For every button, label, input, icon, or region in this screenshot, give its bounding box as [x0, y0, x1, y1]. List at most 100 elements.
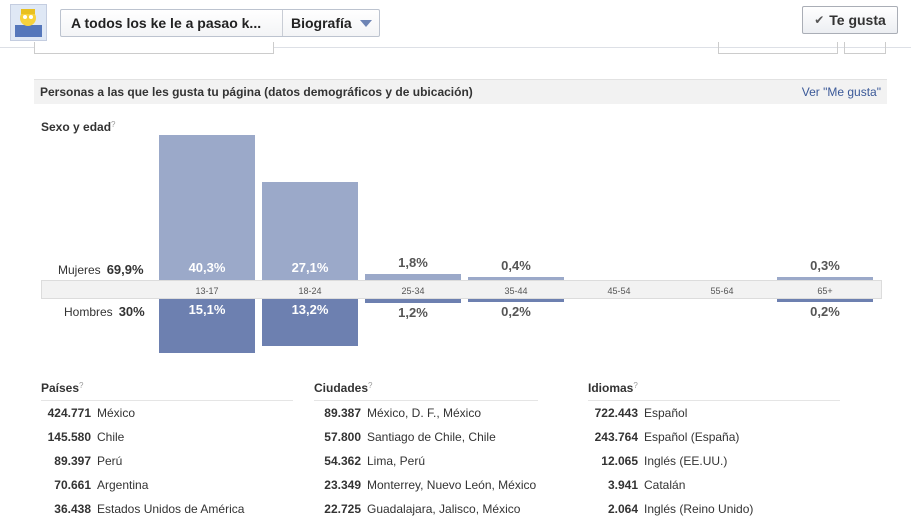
view-likes-link[interactable]: Ver "Me gusta" — [801, 85, 881, 99]
item-name: Perú — [97, 454, 123, 468]
item-count: 145.580 — [47, 430, 91, 444]
bar-men-65+ — [777, 299, 873, 302]
cities-title-text: Ciudades — [314, 381, 369, 395]
tick-label-18-24: 18-24 — [298, 286, 322, 296]
label-women-18-24: 27,1% — [291, 260, 329, 275]
list-item: 89.387 México, D. F., México — [314, 401, 538, 425]
bar-women-65+ — [777, 277, 873, 280]
item-name: Monterrey, Nuevo León, México — [367, 478, 537, 492]
partial-button — [718, 42, 838, 54]
men-label: Hombres — [64, 305, 113, 319]
list-item: 23.349 Monterrey, Nuevo León, México — [314, 473, 538, 497]
chevron-down-icon — [359, 19, 372, 27]
tick-label-65+: 65+ — [817, 286, 833, 296]
bar-men-25-34 — [365, 299, 461, 304]
label-women-35-44: 0,4% — [501, 258, 531, 273]
label-men-35-44: 0,2% — [501, 304, 531, 319]
item-count: 54.362 — [324, 454, 361, 468]
item-name: Lima, Perú — [367, 454, 426, 468]
item-count: 89.387 — [324, 406, 361, 420]
item-name: Chile — [97, 430, 125, 444]
tick-label-45-54: 45-54 — [607, 286, 631, 296]
page-avatar[interactable] — [10, 4, 47, 41]
item-count: 57.800 — [324, 430, 361, 444]
page-name[interactable]: A todos los ke le a pasao k... — [61, 10, 283, 36]
item-count: 12.065 — [601, 454, 638, 468]
list-item: 89.397 Perú — [41, 449, 293, 473]
bar-women-18-24 — [262, 182, 358, 280]
tick-label-55-64: 55-64 — [710, 286, 734, 296]
item-count: 722.443 — [594, 406, 638, 420]
age-axis — [41, 280, 882, 299]
languages-list: 722.443 Español 243.764 Español (España) 12.… — [588, 401, 840, 521]
list-item: 243.764 Español (España) — [588, 425, 840, 449]
label-women-13-17: 40,3% — [188, 260, 226, 275]
languages-title: Idiomas? — [588, 381, 840, 401]
tick-label-25-34: 25-34 — [401, 286, 425, 296]
partial-button-small — [844, 42, 886, 54]
item-count: 424.771 — [47, 406, 91, 420]
bar-women-13-17 — [159, 135, 255, 280]
label-women-65+: 0,3% — [810, 258, 840, 273]
list-item: 722.443 Español — [588, 401, 840, 425]
item-name: México — [97, 406, 136, 420]
section-dropdown[interactable]: Biografía — [283, 10, 372, 36]
help-icon[interactable]: ? — [633, 381, 638, 390]
gender-age-title-text: Sexo y edad — [41, 120, 112, 134]
women-row-label: Mujeres 69,9% — [58, 262, 144, 277]
label-men-13-17: 15,1% — [188, 302, 226, 317]
list-item: 12.065 Inglés (EE.UU.) — [588, 449, 840, 473]
item-name: Español — [644, 406, 688, 420]
item-name: México, D. F., México — [367, 406, 482, 420]
languages-title-text: Idiomas — [588, 381, 634, 395]
help-icon[interactable]: ? — [79, 381, 84, 390]
women-label: Mujeres — [58, 263, 101, 277]
men-total: 30% — [118, 304, 145, 319]
help-icon[interactable]: ? — [111, 120, 116, 129]
cities-title: Ciudades? — [314, 381, 538, 401]
section-title: Personas a las que les gusta tu página (… — [40, 85, 473, 99]
label-women-25-34: 1,8% — [398, 254, 428, 270]
list-item: 36.438 Estados Unidos de América — [41, 497, 293, 521]
countries-title: Países? — [41, 381, 293, 401]
list-item: 57.800 Santiago de Chile, Chile — [314, 425, 538, 449]
page-selector[interactable]: A todos los ke le a pasao k... Biografía — [60, 9, 380, 37]
women-total: 69,9% — [106, 262, 144, 277]
countries-list: 424.771 México 145.580 Chile 89.397 Perú 70.66… — [41, 401, 293, 521]
item-name: Inglés (Reino Unido) — [644, 502, 754, 516]
item-count: 36.438 — [54, 502, 91, 516]
item-count: 89.397 — [54, 454, 91, 468]
item-name: Argentina — [97, 478, 149, 492]
item-name: Inglés (EE.UU.) — [644, 454, 728, 468]
label-men-65+: 0,2% — [810, 304, 840, 319]
label-men-18-24: 13,2% — [291, 302, 329, 317]
tick-label-35-44: 35-44 — [504, 286, 528, 296]
bar-men-18-24 — [262, 299, 358, 347]
gender-age-title: Sexo y edad? — [41, 120, 115, 134]
item-count: 23.349 — [324, 478, 361, 492]
avatar-image-icon — [11, 5, 46, 40]
partial-input — [34, 42, 274, 54]
list-item: 2.064 Inglés (Reino Unido) — [588, 497, 840, 521]
section-label: Biografía — [291, 15, 352, 31]
list-item: 54.362 Lima, Perú — [314, 449, 538, 473]
like-button[interactable]: ✔ Te gusta — [802, 6, 898, 34]
item-name: Catalán — [644, 478, 686, 492]
checkmark-icon: ✔ — [814, 13, 825, 27]
bar-women-25-34 — [365, 273, 461, 280]
item-count: 70.661 — [54, 478, 91, 492]
top-bar: A todos los ke le a pasao k... Biografía… — [0, 0, 911, 48]
label-men-25-34: 1,2% — [398, 305, 428, 321]
item-count: 3.941 — [607, 478, 638, 492]
men-row-label: Hombres 30% — [64, 304, 145, 319]
section-header: Personas a las que les gusta tu página (… — [34, 79, 887, 104]
help-icon[interactable]: ? — [368, 381, 373, 390]
list-item: 70.661 Argentina — [41, 473, 293, 497]
item-name: Español (España) — [644, 430, 740, 444]
cities-column: Ciudades? 89.387 México, D. F., México 57.… — [314, 381, 538, 521]
countries-title-text: Países — [41, 381, 80, 395]
item-count: 243.764 — [594, 430, 638, 444]
countries-column: Países? 424.771 México 145.580 Chile 89.397 P… — [41, 381, 293, 521]
item-name: Santiago de Chile, Chile — [367, 430, 496, 444]
cities-list: 89.387 México, D. F., México 57.800 Santiag… — [314, 401, 538, 521]
